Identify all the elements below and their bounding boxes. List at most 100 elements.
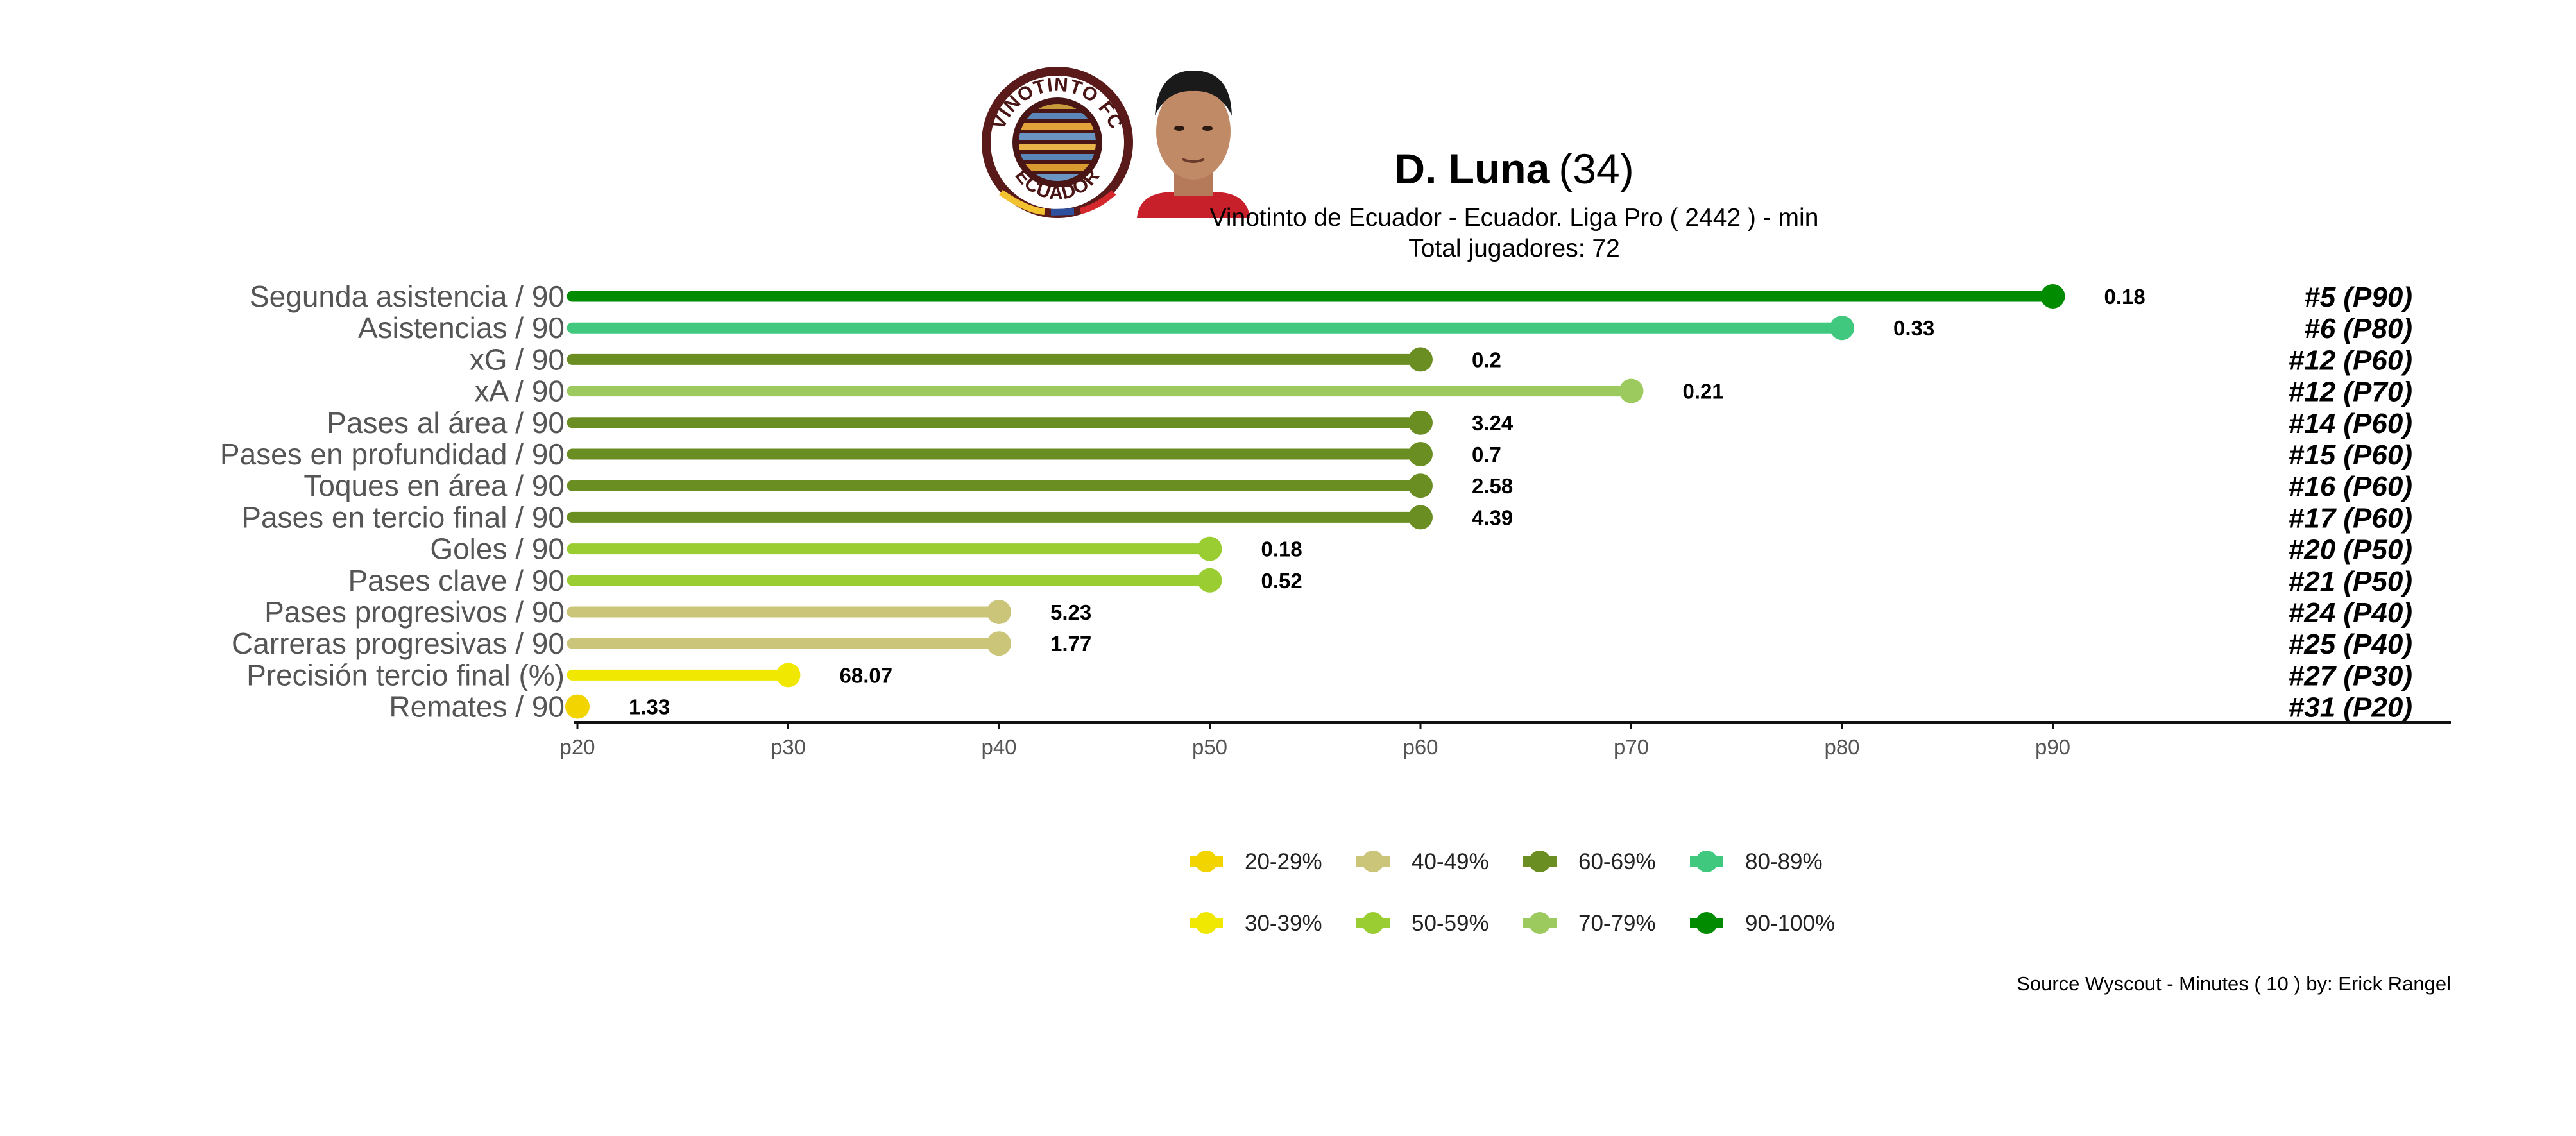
chart-subtitle: Vinotinto de Ecuador - Ecuador. Liga Pro… — [1210, 204, 1819, 232]
metric-row: Asistencias / 90 0.33 #6 (P80) — [358, 311, 2412, 344]
x-tick-label: p70 — [1614, 735, 1649, 759]
lollipop-point — [1197, 568, 1222, 593]
legend: 20-29% 30-39% 40-49% 50-59% 60-69% 70-79% 80-8… — [1190, 849, 1835, 936]
metric-row: Segunda asistencia / 90 0.18 #5 (P90) — [250, 280, 2412, 313]
legend-item: 80-89% — [1690, 849, 1823, 874]
rank-label: #21 (P50) — [2289, 566, 2412, 597]
metric-row: Pases en tercio final / 90 4.39 #17 (P60) — [241, 500, 2412, 534]
value-label: 0.18 — [2104, 285, 2145, 309]
legend-item: 30-39% — [1190, 911, 1322, 936]
value-label: 0.2 — [1472, 348, 1501, 371]
rank-label: #12 (P70) — [2289, 377, 2412, 408]
legend-label: 90-100% — [1745, 911, 1835, 936]
legend-label: 40-49% — [1412, 849, 1489, 874]
value-label: 1.33 — [629, 695, 670, 719]
lollipop-point — [1408, 473, 1433, 498]
rank-label: #17 (P60) — [2289, 502, 2412, 534]
metric-row: Goles / 90 0.18 #20 (P50) — [430, 532, 2412, 566]
legend-swatch-point — [1362, 912, 1384, 934]
value-label: 68.07 — [840, 663, 893, 687]
x-tick-label: p50 — [1192, 735, 1227, 759]
metric-label: Pases en profundidad / 90 — [220, 437, 565, 471]
chart-title: D. Luna (34) — [1394, 145, 1633, 192]
legend-label: 80-89% — [1745, 849, 1823, 874]
rank-label: #25 (P40) — [2289, 629, 2412, 660]
metric-label: Pases en tercio final / 90 — [241, 500, 565, 534]
value-label: 2.58 — [1472, 474, 1513, 498]
x-axis: p20 p30 p40 p50 p60 p70 p80 p90 — [559, 721, 2451, 759]
x-tick-label: p40 — [981, 735, 1016, 759]
metric-label: Segunda asistencia / 90 — [250, 280, 565, 313]
legend-item: 40-49% — [1356, 849, 1489, 874]
total-players: Total jugadores: 72 — [1408, 235, 1620, 262]
player-face — [1156, 83, 1231, 180]
metric-label: Pases progresivos / 90 — [264, 595, 565, 629]
metric-label: Remates / 90 — [389, 690, 565, 724]
legend-item: 60-69% — [1523, 849, 1656, 874]
rank-label: #6 (P80) — [2304, 313, 2412, 344]
lollipop-point — [1197, 536, 1222, 561]
player-name: D. Luna — [1394, 145, 1550, 192]
value-label: 0.21 — [1683, 380, 1724, 403]
value-label: 1.77 — [1050, 632, 1091, 656]
rank-label: #27 (P30) — [2289, 660, 2412, 691]
x-tick-label: p80 — [1824, 735, 1859, 759]
metric-label: Pases al área / 90 — [327, 406, 565, 439]
lollipop-point — [776, 663, 801, 688]
rank-label: #15 (P60) — [2289, 439, 2412, 471]
metric-row: Pases en profundidad / 90 0.7 #15 (P60) — [220, 437, 2412, 471]
legend-swatch-point — [1696, 851, 1718, 872]
legend-item: 20-29% — [1190, 849, 1322, 874]
lollipop-point — [1830, 316, 1854, 341]
player-photo — [1137, 71, 1250, 218]
rank-label: #24 (P40) — [2289, 597, 2412, 629]
value-label: 0.18 — [1261, 538, 1302, 561]
lollipop-point — [987, 631, 1011, 656]
legend-swatch-point — [1195, 912, 1217, 934]
lollipop-point — [987, 600, 1011, 624]
metric-label: Goles / 90 — [430, 532, 565, 566]
metric-row: Pases progresivos / 90 5.23 #24 (P40) — [264, 595, 2412, 629]
metric-label: Pases clave / 90 — [348, 564, 565, 597]
metric-label: Asistencias / 90 — [358, 311, 565, 344]
legend-swatch-point — [1529, 851, 1551, 872]
value-label: 4.39 — [1472, 505, 1513, 529]
legend-label: 30-39% — [1245, 911, 1322, 936]
metric-label: Toques en área / 90 — [303, 469, 565, 502]
legend-item: 90-100% — [1690, 911, 1835, 936]
legend-swatch-point — [1362, 851, 1384, 872]
legend-label: 60-69% — [1578, 849, 1656, 874]
rank-label: #16 (P60) — [2289, 471, 2412, 502]
metric-row: Pases clave / 90 0.52 #21 (P50) — [348, 564, 2412, 597]
legend-label: 20-29% — [1245, 849, 1322, 874]
x-tick-label: p90 — [2035, 735, 2070, 759]
metric-row: Toques en área / 90 2.58 #16 (P60) — [303, 469, 2412, 502]
x-tick-label: p30 — [771, 735, 806, 759]
lollipop-point — [565, 694, 590, 719]
lollipop-bars: Segunda asistencia / 90 0.18 #5 (P90)Asist… — [220, 280, 2412, 724]
rank-label: #12 (P60) — [2289, 344, 2412, 376]
logo-flag-red — [1079, 190, 1116, 214]
logo-stripes — [1019, 104, 1096, 181]
lollipop-point — [1408, 505, 1433, 530]
lollipop-point — [1408, 410, 1433, 435]
rank-label: #20 (P50) — [2289, 534, 2412, 566]
lollipop-point — [1408, 347, 1433, 372]
metric-row: xA / 90 0.21 #12 (P70) — [474, 375, 2412, 408]
metric-row: xG / 90 0.2 #12 (P60) — [470, 343, 2412, 376]
player-age: (34) — [1558, 145, 1633, 192]
value-label: 0.33 — [1893, 316, 1934, 340]
value-label: 0.7 — [1472, 443, 1501, 466]
legend-swatch-point — [1529, 912, 1551, 934]
metric-row: Precisión tercio final (%) 68.07 #27 (P30) — [246, 658, 2412, 691]
rank-label: #14 (P60) — [2289, 408, 2412, 439]
value-label: 0.52 — [1261, 569, 1302, 593]
metric-label: xG / 90 — [470, 343, 565, 376]
legend-swatch-point — [1696, 912, 1718, 934]
x-tick-label: p20 — [559, 735, 595, 759]
rank-label: #31 (P20) — [2289, 692, 2412, 724]
club-logo: VINOTINTO FC ECUADOR — [982, 67, 1133, 218]
legend-label: 70-79% — [1578, 911, 1656, 936]
legend-item: 70-79% — [1523, 911, 1656, 936]
value-label: 5.23 — [1050, 600, 1091, 624]
